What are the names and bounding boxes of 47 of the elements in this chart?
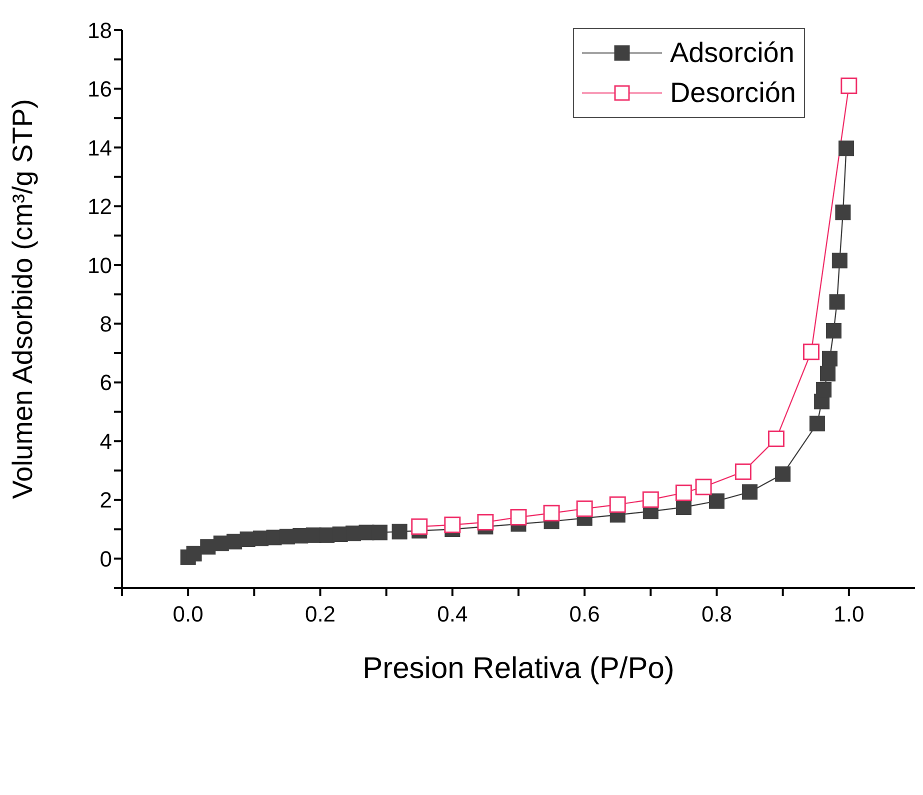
point [809, 416, 825, 432]
point [609, 496, 626, 513]
y-tick-label: 16 [88, 76, 112, 102]
y-tick-label: 10 [88, 252, 112, 278]
legend-label: Desorción [670, 77, 796, 109]
y-tick-label: 14 [88, 135, 112, 160]
x-tick-label: 0.6 [569, 602, 600, 627]
point [510, 508, 527, 526]
legend-label: Adsorción [670, 37, 794, 69]
point [695, 478, 712, 496]
point [411, 518, 428, 535]
point [775, 466, 791, 482]
point [742, 484, 758, 500]
point [822, 350, 838, 366]
y-tick-label: 4 [100, 428, 112, 454]
x-tick-label: 0.4 [437, 602, 468, 627]
x-tick-label: 0.0 [172, 602, 204, 627]
y-tick-label: 0 [100, 546, 112, 572]
point [832, 252, 848, 268]
point [826, 322, 842, 338]
point [820, 366, 836, 382]
point [392, 524, 408, 540]
point [543, 504, 560, 522]
y-tick-label: 2 [100, 488, 112, 513]
point [477, 514, 494, 530]
y-tick-label: 8 [100, 311, 112, 336]
x-tick-label: 0.2 [304, 602, 336, 627]
point [829, 294, 845, 310]
point [444, 516, 461, 534]
point [642, 491, 659, 508]
y-tick-label: 18 [88, 18, 112, 43]
point [709, 493, 724, 509]
x-tick-label: 0.8 [701, 602, 732, 627]
point [676, 499, 692, 515]
y-tick-label: 6 [100, 370, 112, 396]
point [372, 524, 388, 540]
point [186, 546, 202, 562]
point [835, 204, 851, 220]
y-axis-title: Volumen Adsorbido (cm³/g STP) [6, 99, 38, 499]
point [734, 463, 752, 480]
point [768, 430, 784, 448]
y-tick-label: 12 [88, 194, 112, 220]
x-axis-title: Presion Relativa (P/Po) [362, 652, 674, 685]
point [838, 140, 854, 156]
point [576, 500, 593, 517]
point [816, 382, 832, 398]
x-tick-label: 1.0 [834, 602, 864, 627]
